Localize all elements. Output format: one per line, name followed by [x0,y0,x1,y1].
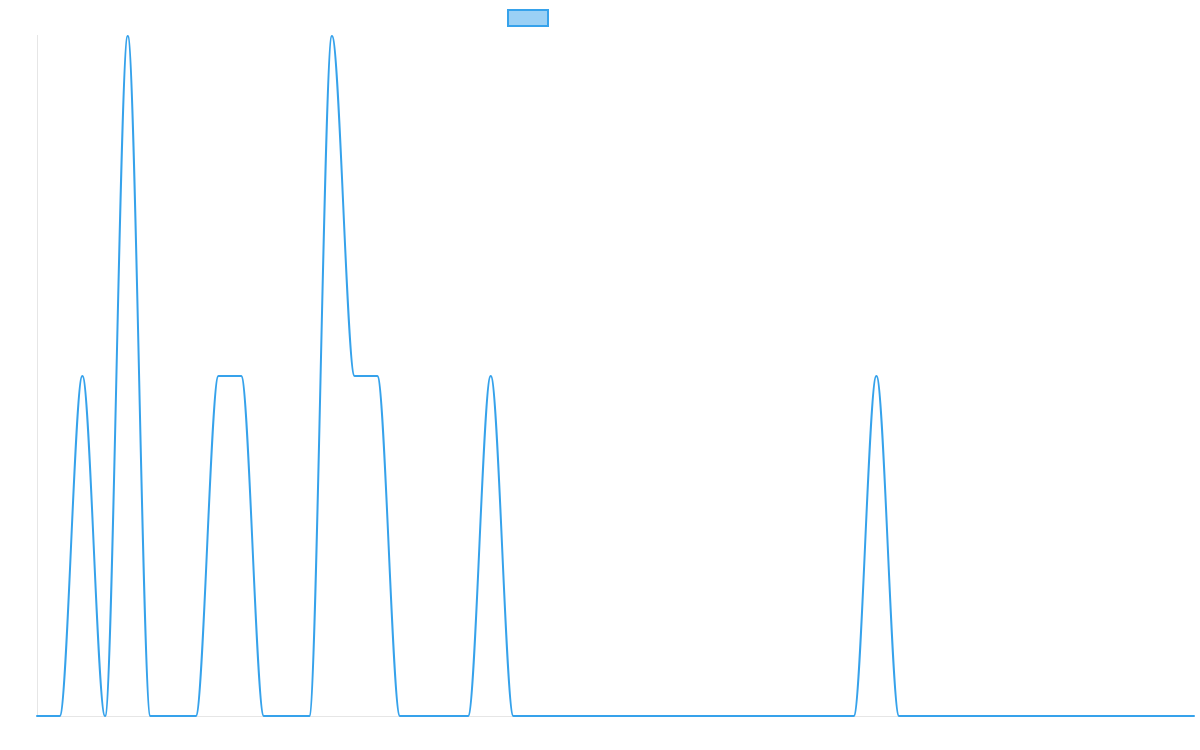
data-point[interactable] [352,373,358,379]
data-point[interactable] [556,713,562,719]
data-point[interactable] [851,713,857,719]
data-point[interactable] [79,373,85,379]
data-point[interactable] [329,33,335,39]
data-point[interactable] [125,33,131,39]
data-point[interactable] [669,713,675,719]
data-point[interactable] [420,713,426,719]
data-point[interactable] [1100,713,1106,719]
data-point[interactable] [510,713,516,719]
data-point[interactable] [215,373,221,379]
data-point[interactable] [57,713,63,719]
legend-swatch[interactable] [507,9,549,27]
data-point[interactable] [238,373,244,379]
data-point[interactable] [715,713,721,719]
data-point[interactable] [306,713,312,719]
data-point[interactable] [1123,713,1129,719]
data-point[interactable] [1032,713,1038,719]
data-point[interactable] [964,713,970,719]
data-point[interactable] [465,713,471,719]
data-point[interactable] [374,373,380,379]
data-point[interactable] [873,373,879,379]
data-point[interactable] [1010,713,1016,719]
data-point[interactable] [147,713,153,719]
data-point[interactable] [987,713,993,719]
series-line-0 [36,35,1195,717]
data-point[interactable] [624,713,630,719]
data-point[interactable] [828,713,834,719]
data-point[interactable] [941,713,947,719]
data-point[interactable] [34,713,40,719]
data-point[interactable] [397,713,403,719]
data-point[interactable] [692,713,698,719]
data-point[interactable] [102,713,108,719]
data-point[interactable] [193,713,199,719]
data-point[interactable] [919,713,925,719]
data-point[interactable] [284,713,290,719]
data-point[interactable] [1055,713,1061,719]
data-point[interactable] [805,713,811,719]
data-point[interactable] [783,713,789,719]
data-point[interactable] [1168,713,1174,719]
data-point[interactable] [896,713,902,719]
data-point[interactable] [1078,713,1084,719]
data-point[interactable] [760,713,766,719]
data-point[interactable] [601,713,607,719]
data-point[interactable] [261,713,267,719]
data-point[interactable] [170,713,176,719]
data-point[interactable] [533,713,539,719]
data-point[interactable] [737,713,743,719]
series-layer [34,33,1197,719]
data-point[interactable] [488,373,494,379]
data-point[interactable] [1146,713,1152,719]
data-point[interactable] [578,713,584,719]
data-point[interactable] [442,713,448,719]
data-point[interactable] [647,713,653,719]
data-point[interactable] [1191,713,1197,719]
